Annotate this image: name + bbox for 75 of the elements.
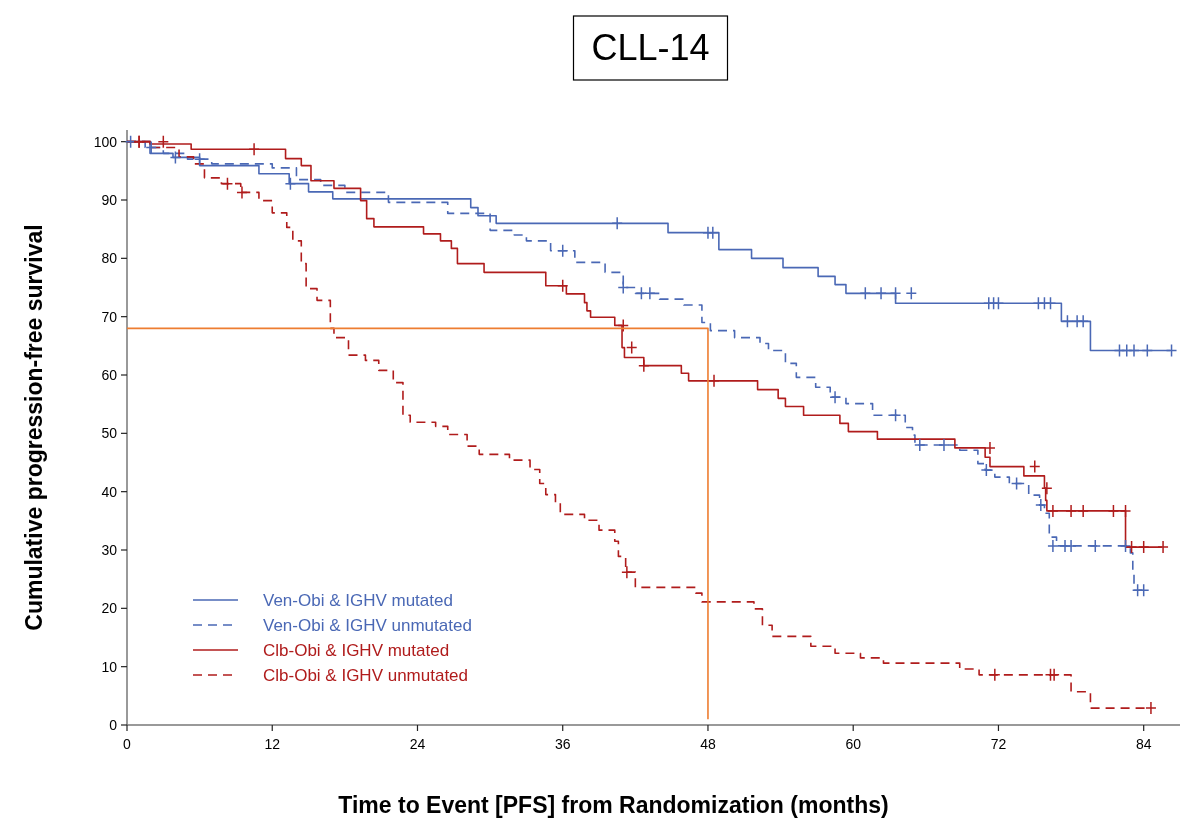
x-axis-title: Time to Event [PFS] from Randomization (months) [338, 792, 889, 818]
x-tick-label: 24 [409, 736, 426, 752]
point [938, 438, 950, 452]
x-tick-label: 72 [990, 736, 1007, 752]
point [905, 286, 918, 301]
x-tick-label: 12 [264, 736, 281, 752]
legend-label: Ven-Obi & IGHV unmutated [263, 616, 472, 635]
point [889, 286, 902, 301]
point [556, 244, 569, 258]
point [1119, 504, 1132, 518]
y-tick-label: 70 [101, 308, 118, 325]
point [992, 296, 1005, 310]
point [889, 408, 902, 422]
point [1077, 314, 1089, 329]
y-tick-label: 100 [93, 133, 118, 150]
point [1048, 668, 1060, 682]
point [1044, 296, 1057, 310]
y-tick-label: 50 [101, 425, 118, 442]
point [989, 668, 1001, 682]
point [236, 185, 248, 200]
y-tick-label: 90 [101, 192, 118, 208]
point [1137, 540, 1150, 554]
point [157, 134, 170, 149]
point [635, 286, 648, 301]
legend-label: Ven-Obi & IGHV mutated [263, 591, 453, 610]
point [1029, 459, 1041, 474]
point [617, 318, 629, 333]
y-tick-label: 0 [109, 717, 118, 733]
x-tick-label: 36 [554, 736, 571, 752]
x-tick-label: 84 [1135, 736, 1152, 752]
point [1125, 540, 1138, 554]
point [1145, 701, 1157, 715]
point [1035, 498, 1047, 512]
point [1041, 481, 1053, 495]
y-tick-label: 20 [101, 600, 118, 617]
y-tick-label: 10 [101, 658, 118, 675]
point [556, 279, 569, 293]
point [1047, 539, 1059, 553]
point [284, 176, 297, 191]
point [829, 390, 841, 404]
point [1107, 504, 1120, 518]
point [984, 441, 996, 455]
point [1128, 343, 1140, 358]
point [644, 286, 656, 301]
x-tick-label: 60 [845, 736, 862, 752]
x-tick-label: 48 [700, 736, 716, 752]
x-tick-label: 0 [123, 736, 132, 752]
point [221, 176, 234, 191]
point [617, 280, 629, 295]
point [1141, 343, 1154, 358]
point [625, 340, 638, 355]
point [859, 286, 872, 301]
y-tick-label: 30 [101, 542, 118, 558]
y-tick-label: 80 [101, 250, 118, 267]
chart-title: CLL-14 [591, 27, 710, 68]
point [1010, 476, 1023, 491]
point [145, 140, 157, 155]
point [1119, 539, 1132, 553]
point [914, 438, 926, 452]
legend-label: Clb-Obi & IGHV mutated [263, 641, 450, 660]
point [1137, 583, 1150, 597]
y-tick-label: 40 [101, 483, 118, 500]
point [611, 216, 623, 231]
legend-label: Clb-Obi & IGHV unmutated [263, 666, 469, 685]
point [193, 152, 206, 166]
point [1065, 539, 1077, 553]
point [1165, 343, 1178, 358]
point [169, 150, 182, 165]
point [980, 463, 993, 477]
point [1061, 314, 1074, 329]
y-tick-label: 60 [101, 367, 118, 383]
point [621, 565, 633, 579]
point [1157, 540, 1169, 554]
y-axis-title: Cumulative progression-free survival [21, 224, 47, 631]
point [1089, 539, 1102, 553]
